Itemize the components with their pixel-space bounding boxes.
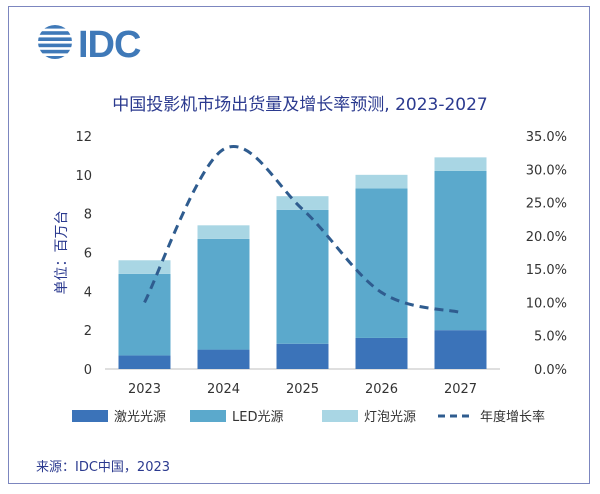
legend-swatch [322, 410, 358, 422]
bar-segment [276, 343, 329, 369]
bar-segment [434, 157, 487, 171]
growth-rate-line [143, 145, 461, 314]
y2-tick-label: 5.0% [534, 330, 567, 345]
y-tick-label: 6 [84, 247, 92, 262]
bar-segment [355, 188, 408, 338]
y-tick-label: 8 [84, 208, 92, 223]
y-tick-label: 2 [84, 324, 92, 339]
bar-segment [434, 330, 487, 369]
y2-tick-label: 0.0% [534, 363, 567, 378]
chart-title: 中国投影机市场出货量及增长率预测, 2023-2027 [112, 95, 488, 115]
bar-segment [118, 273, 171, 356]
idc-logo: IDC [38, 24, 142, 62]
bar-segment [276, 209, 329, 344]
legend-label: 灯泡光源 [364, 410, 416, 425]
svg-text:IDC: IDC [78, 24, 141, 62]
bar-segment [434, 170, 487, 331]
y-tick-label: 4 [84, 285, 92, 300]
legend-swatch [190, 410, 226, 422]
legend-swatch [72, 410, 108, 422]
bar-segment [197, 349, 250, 369]
bar-segment [197, 238, 250, 350]
x-tick-label: 2026 [365, 382, 398, 397]
legend-label: 激光光源 [114, 410, 166, 425]
y-axis-label: 单位：百万台 [54, 211, 70, 295]
x-tick-label: 2025 [286, 382, 319, 397]
bar-segment [355, 174, 408, 189]
bar-segment [355, 337, 408, 369]
y-tick-label: 10 [75, 169, 92, 184]
source-note: 来源：IDC中国，2023 [36, 460, 171, 475]
legend-label: 年度增长率 [480, 409, 545, 425]
x-tick-label: 2023 [128, 382, 161, 397]
y2-tick-label: 35.0% [526, 130, 567, 145]
y2-tick-label: 30.0% [526, 163, 567, 178]
x-tick-label: 2024 [207, 382, 240, 397]
y2-tick-label: 20.0% [526, 230, 567, 245]
x-tick-label: 2027 [444, 382, 477, 397]
y2-tick-label: 25.0% [526, 197, 567, 212]
legend-label: LED光源 [232, 410, 283, 425]
y-tick-label: 0 [84, 363, 92, 378]
bar-segment [118, 355, 171, 369]
y2-tick-label: 15.0% [526, 263, 567, 278]
y-tick-label: 12 [75, 130, 92, 145]
bar-segment [118, 260, 171, 274]
y2-tick-label: 10.0% [526, 296, 567, 311]
bar-segment [197, 225, 250, 239]
bar-segment [276, 196, 329, 210]
